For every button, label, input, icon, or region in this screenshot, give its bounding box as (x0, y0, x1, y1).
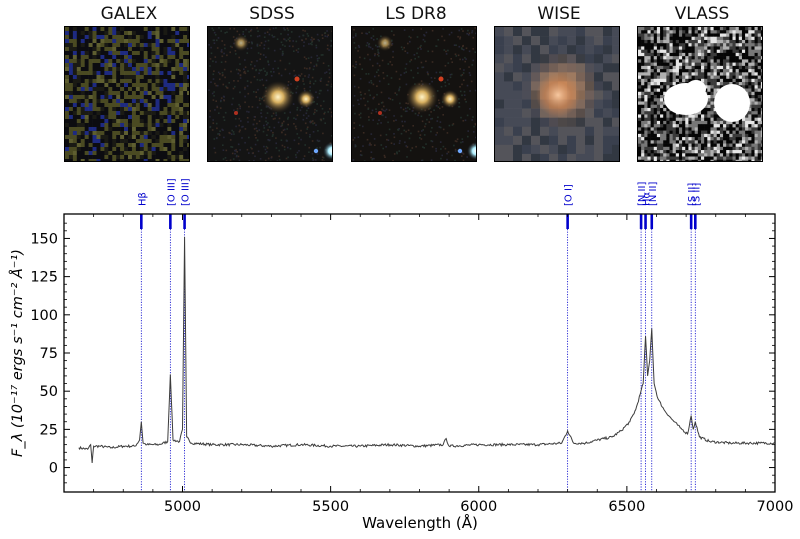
x-tick-label: 7000 (757, 499, 794, 515)
y-tick-label: 125 (30, 270, 58, 286)
galex-cutout-image (64, 26, 190, 162)
emission-line-label: Hβ (137, 192, 148, 206)
panel-title-lsdr8: LS DR8 (385, 4, 447, 24)
emission-line-label: Hα (642, 191, 653, 206)
y-tick-label: 150 (30, 231, 58, 247)
wise-cutout-image (494, 26, 620, 162)
x-axis-label: Wavelength (Å) (362, 513, 478, 532)
panel-title-sdss: SDSS (249, 4, 295, 24)
lsdr8-cutout-image (351, 26, 477, 162)
x-tick-label: 6500 (608, 499, 645, 515)
panel-title-galex: GALEX (100, 4, 158, 24)
emission-line-label: [N II] (637, 182, 648, 206)
emission-line-label: [N II] (648, 182, 659, 206)
panel-title-vlass: VLASS (674, 4, 730, 24)
vlass-cutout-image (637, 26, 763, 162)
emission-line-markers: Hβ [O III] [O III] [O I] [N II]Hα[N II] [S II… (137, 178, 702, 492)
y-tick-label: 75 (40, 346, 58, 362)
x-tick-label: 5500 (312, 499, 349, 515)
panel-title-wise: WISE (537, 4, 581, 24)
y-tick-label: 100 (30, 308, 58, 324)
emission-line-label: [O III] (181, 178, 192, 206)
x-tick-label: 5000 (164, 499, 201, 515)
axis-ticks: 5000 5500 6000 6500 7000 0 25 50 75 100 125 150 (30, 214, 793, 515)
emission-line-label: [O I] (564, 184, 575, 206)
x-tick-label: 6000 (460, 499, 497, 515)
emission-line-label: [O III] (166, 178, 177, 206)
y-axis-label: F_λ (10⁻¹⁷ ergs s⁻¹ cm⁻² Å⁻¹) (9, 249, 26, 457)
sdss-cutout-image (207, 26, 333, 162)
y-tick-label: 50 (40, 384, 58, 400)
spectrum-series-line (78, 236, 776, 464)
emission-line-label: [S II] (687, 183, 698, 206)
y-tick-label: 25 (40, 422, 58, 438)
y-tick-label: 0 (49, 461, 58, 477)
emission-line-label: [S II] (691, 183, 702, 206)
